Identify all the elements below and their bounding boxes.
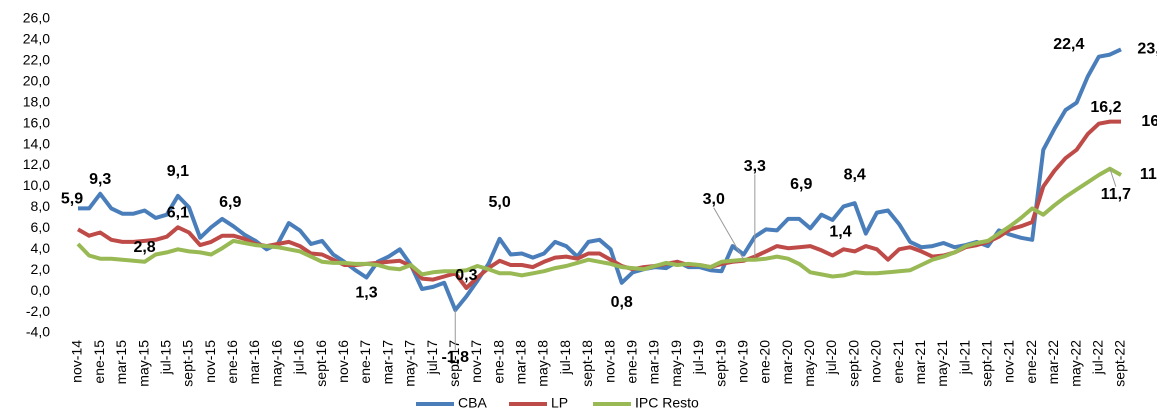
x-tick-label: may-17 xyxy=(402,340,418,387)
x-tick-label: nov-19 xyxy=(734,340,750,383)
x-tick-label: jul-18 xyxy=(557,340,573,375)
data-label: 9,1 xyxy=(167,163,189,180)
x-tick-label: jul-16 xyxy=(291,340,307,375)
data-label: 16,2 xyxy=(1090,99,1121,116)
y-tick-label: 4,0 xyxy=(31,240,51,256)
data-label: 11,7 xyxy=(1101,186,1131,203)
data-label: 0,3 xyxy=(455,267,477,284)
data-label: 3,3 xyxy=(744,158,766,175)
data-label: 6,1 xyxy=(167,205,189,222)
leader-line xyxy=(713,207,745,260)
legend-label: IPC Resto xyxy=(635,395,699,411)
x-tick-label: mar-20 xyxy=(779,340,795,385)
x-tick-label: may-18 xyxy=(535,340,551,387)
x-tick-label: jul-15 xyxy=(157,340,173,375)
x-tick-label: ene-19 xyxy=(623,340,639,384)
data-label: 5,9 xyxy=(61,191,83,208)
x-tick-label: mar-16 xyxy=(246,340,262,385)
data-label: 5,0 xyxy=(489,194,511,211)
x-tick-label: sept-15 xyxy=(180,340,196,387)
x-tick-label: may-19 xyxy=(668,340,684,387)
legend-label: CBA xyxy=(458,395,487,411)
series-line xyxy=(76,166,1122,279)
x-tick-label: mar-17 xyxy=(379,340,395,385)
y-tick-label: 16,0 xyxy=(23,114,50,130)
x-tick-label: may-15 xyxy=(135,340,151,387)
x-tick-label: mar-22 xyxy=(1045,340,1061,385)
x-tick-label: mar-18 xyxy=(513,340,529,385)
y-tick-label: 22,0 xyxy=(23,52,50,68)
y-tick-label: 8,0 xyxy=(31,198,51,214)
data-label: 2,8 xyxy=(133,239,155,256)
y-tick-label: 18,0 xyxy=(23,93,50,109)
data-label: 23,1 xyxy=(1137,41,1157,58)
x-tick-label: nov-14 xyxy=(69,340,85,383)
x-tick-label: nov-16 xyxy=(335,340,351,383)
y-tick-label: 2,0 xyxy=(31,261,51,277)
x-tick-label: nov-17 xyxy=(468,340,484,383)
y-tick-label: -2,0 xyxy=(26,303,50,319)
series-line xyxy=(78,47,1122,312)
y-tick-label: 0,0 xyxy=(31,282,51,298)
x-tick-label: jul-19 xyxy=(690,340,706,375)
y-tick-label: 12,0 xyxy=(23,156,50,172)
x-tick-label: jul-22 xyxy=(1090,340,1106,375)
x-tick-label: ene-18 xyxy=(490,340,506,384)
data-label: 8,4 xyxy=(844,166,866,183)
x-tick-label: sept-21 xyxy=(979,340,995,387)
y-tick-label: 10,0 xyxy=(23,177,50,193)
legend-label: LP xyxy=(551,395,568,411)
x-tick-label: mar-19 xyxy=(646,340,662,385)
data-label: 6,9 xyxy=(790,176,812,193)
data-label: 3,0 xyxy=(703,191,725,208)
data-label: 1,4 xyxy=(829,224,851,241)
x-tick-label: sept-20 xyxy=(845,340,861,387)
x-tick-label: may-16 xyxy=(268,340,284,387)
x-tick-label: jul-20 xyxy=(823,340,839,375)
x-tick-label: sept-19 xyxy=(712,340,728,387)
y-tick-label: 6,0 xyxy=(31,219,51,235)
data-label: 1,3 xyxy=(355,285,377,302)
y-tick-label: 20,0 xyxy=(23,73,50,89)
x-tick-label: sept-17 xyxy=(446,340,462,387)
data-label: 11,1 xyxy=(1140,166,1157,183)
y-tick-label: 26,0 xyxy=(23,10,50,26)
y-tick-label: -4,0 xyxy=(26,324,50,340)
x-tick-label: sept-16 xyxy=(313,340,329,387)
x-tick-label: may-20 xyxy=(801,340,817,387)
data-label: 9,3 xyxy=(89,171,111,188)
x-tick-label: nov-21 xyxy=(1001,340,1017,383)
data-label: 6,9 xyxy=(219,194,241,211)
y-tick-label: 24,0 xyxy=(23,31,50,47)
y-tick-label: 14,0 xyxy=(23,135,50,151)
x-tick-label: ene-22 xyxy=(1023,340,1039,384)
x-tick-label: may-22 xyxy=(1067,340,1083,387)
data-label: 16,2 xyxy=(1141,113,1157,130)
x-tick-label: ene-21 xyxy=(890,340,906,384)
x-tick-label: mar-15 xyxy=(113,340,129,385)
x-tick-label: sept-22 xyxy=(1112,340,1128,387)
x-tick-label: may-21 xyxy=(934,340,950,387)
leader-line xyxy=(1109,168,1117,187)
x-tick-label: mar-21 xyxy=(912,340,928,385)
data-label: 22,4 xyxy=(1053,36,1084,53)
x-tick-label: sept-18 xyxy=(579,340,595,387)
x-tick-label: jul-21 xyxy=(956,340,972,375)
x-tick-label: nov-20 xyxy=(868,340,884,383)
x-tick-label: nov-15 xyxy=(202,340,218,383)
x-tick-label: ene-16 xyxy=(224,340,240,384)
x-tick-label: jul-17 xyxy=(424,340,440,375)
x-tick-label: ene-15 xyxy=(91,340,107,384)
data-label: 0,8 xyxy=(611,294,633,311)
x-tick-label: ene-17 xyxy=(357,340,373,384)
data-label: -1,8 xyxy=(441,349,469,366)
x-tick-label: ene-20 xyxy=(757,340,773,384)
x-tick-label: nov-18 xyxy=(601,340,617,383)
